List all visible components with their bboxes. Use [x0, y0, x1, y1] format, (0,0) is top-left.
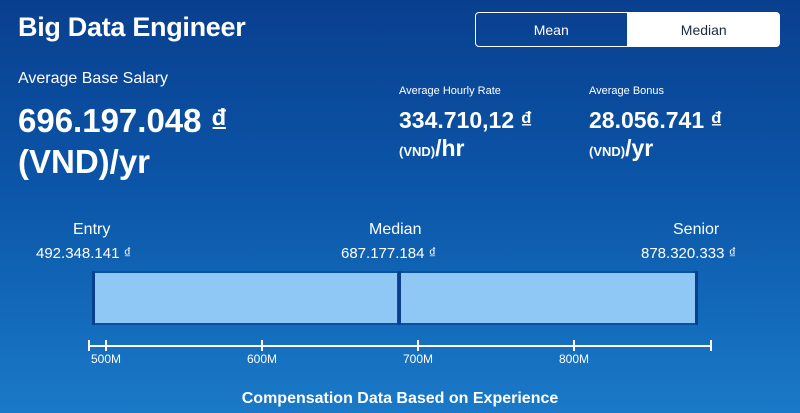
median-label: Median [369, 221, 422, 238]
bonus-label: Average Bonus [589, 85, 665, 97]
bonus-period: /yr [625, 135, 654, 161]
base-salary-amount: 696.197.048 ₫ [18, 102, 228, 139]
axis-tick-label-600m: 600M [246, 352, 278, 366]
median-value: 687.177.184 ₫ [341, 245, 437, 262]
bonus-value: 28.056.741 ₫ (VND)/yr [589, 106, 722, 166]
entry-to-median-range-bar [92, 271, 399, 325]
salary-axis-line [88, 345, 712, 347]
hourly-rate-amount: 334.710,12 ₫ [399, 107, 533, 133]
mean-median-toggle[interactable]: Mean Median [475, 12, 780, 47]
entry-label: Entry [73, 221, 111, 238]
axis-tick-start [88, 340, 90, 351]
senior-label: Senior [673, 221, 720, 238]
median-marker [398, 271, 401, 325]
page-title: Big Data Engineer [18, 12, 246, 42]
senior-value: 878.320.333 ₫ [641, 245, 737, 262]
hourly-rate-period: /hr [435, 135, 465, 161]
bonus-currency: (VND) [589, 144, 626, 159]
axis-tick-600m [261, 340, 263, 351]
axis-tick-label-700m: 700M [402, 352, 434, 366]
hourly-rate-value: 334.710,12 ₫ (VND)/hr [399, 106, 532, 166]
hourly-rate-label: Average Hourly Rate [399, 85, 501, 97]
entry-marker [92, 271, 95, 325]
base-salary-label: Average Base Salary [18, 70, 169, 87]
axis-tick-end [710, 340, 712, 351]
axis-tick-800m [573, 340, 575, 351]
bonus-amount: 28.056.741 ₫ [589, 107, 723, 133]
base-salary-unit: (VND)/yr [18, 143, 151, 180]
axis-tick-700m [417, 340, 419, 351]
axis-tick-label-500m: 500M [90, 352, 122, 366]
hourly-rate-currency: (VND) [399, 144, 436, 159]
median-button[interactable]: Median [627, 12, 780, 47]
compensation-caption: Compensation Data Based on Experience [241, 390, 559, 407]
senior-marker [695, 271, 698, 325]
mean-button[interactable]: Mean [475, 12, 628, 47]
axis-tick-label-800m: 800M [558, 352, 590, 366]
entry-value: 492.348.141 ₫ [36, 245, 132, 262]
median-to-senior-range-bar [398, 271, 698, 325]
axis-tick-500m [105, 340, 107, 351]
base-salary-value: 696.197.048 ₫ (VND)/yr [18, 100, 348, 182]
